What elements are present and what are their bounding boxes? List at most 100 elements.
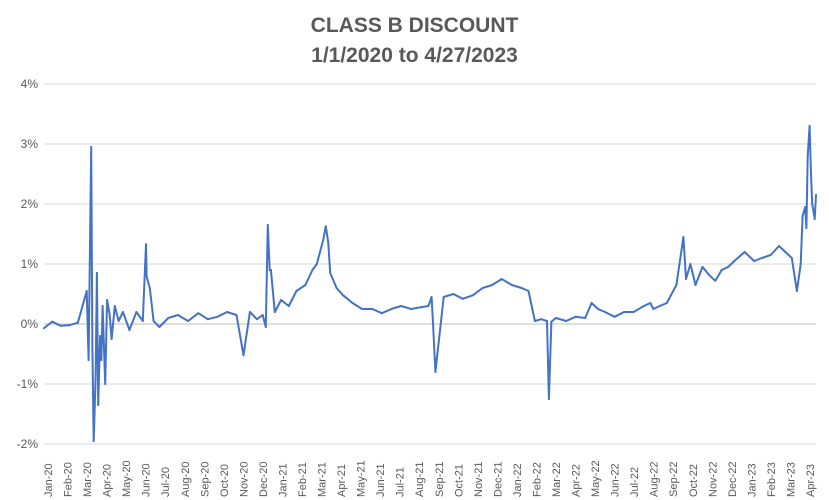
x-tick-label: Aug-21 bbox=[414, 462, 426, 497]
x-tick-label: Nov-21 bbox=[473, 462, 485, 497]
data-point bbox=[546, 320, 548, 322]
data-point bbox=[491, 284, 494, 286]
x-tick-label: Mar-21 bbox=[317, 462, 329, 497]
data-point bbox=[176, 314, 179, 316]
data-point bbox=[813, 218, 816, 220]
data-point bbox=[795, 290, 798, 292]
data-point bbox=[806, 155, 809, 157]
data-point bbox=[167, 317, 170, 319]
data-point bbox=[145, 243, 147, 246]
data-point bbox=[778, 245, 780, 247]
data-point bbox=[324, 225, 327, 228]
data-point bbox=[550, 320, 553, 323]
x-tick-label: Dec-21 bbox=[492, 462, 504, 497]
y-tick-label: 0% bbox=[21, 317, 39, 331]
x-tick-label: Jul-21 bbox=[395, 467, 407, 497]
data-point bbox=[554, 317, 557, 319]
data-point bbox=[351, 302, 354, 304]
x-tick-label: Jun-21 bbox=[375, 463, 387, 497]
data-point bbox=[261, 314, 264, 316]
x-tick-label: Apr-23 bbox=[805, 464, 817, 497]
data-point bbox=[574, 315, 577, 318]
data-point bbox=[434, 371, 437, 373]
data-point bbox=[335, 287, 338, 289]
data-point bbox=[720, 269, 723, 271]
data-point bbox=[727, 266, 729, 268]
data-point bbox=[784, 251, 787, 253]
data-point bbox=[187, 320, 190, 322]
y-tick-label: 4% bbox=[21, 77, 39, 91]
x-tick-label: Sep-20 bbox=[199, 462, 211, 497]
data-point bbox=[51, 320, 54, 323]
data-point bbox=[108, 314, 111, 316]
data-point bbox=[216, 315, 219, 318]
data-point bbox=[632, 311, 635, 313]
data-point bbox=[90, 146, 93, 148]
data-point bbox=[584, 317, 587, 319]
x-tick-label: Dec-20 bbox=[258, 462, 270, 497]
data-point bbox=[642, 305, 645, 307]
data-point bbox=[694, 284, 697, 286]
data-point bbox=[141, 320, 144, 322]
x-tick-label: Oct-22 bbox=[688, 464, 700, 497]
data-point bbox=[158, 326, 161, 328]
x-tick-label: Feb-20 bbox=[63, 462, 75, 497]
data-point bbox=[67, 324, 70, 327]
data-point bbox=[311, 269, 314, 271]
data-point bbox=[83, 299, 86, 301]
data-point bbox=[287, 305, 290, 307]
x-tick-label: Apr-22 bbox=[571, 464, 583, 497]
data-point bbox=[565, 320, 568, 322]
data-point bbox=[790, 257, 793, 259]
data-point bbox=[85, 290, 88, 292]
x-tick-label: Sep-22 bbox=[668, 462, 680, 497]
x-tick-label: Jul-22 bbox=[629, 467, 641, 497]
data-point bbox=[431, 320, 434, 322]
data-point bbox=[623, 311, 626, 313]
data-point bbox=[815, 194, 817, 196]
data-point bbox=[146, 278, 149, 280]
data-point bbox=[613, 315, 616, 318]
x-tick-label: Feb-22 bbox=[531, 462, 543, 497]
data-point bbox=[649, 302, 652, 304]
data-point bbox=[658, 305, 661, 307]
y-tick-label: -1% bbox=[17, 377, 39, 391]
data-point bbox=[811, 203, 814, 205]
data-point bbox=[510, 284, 513, 286]
data-point bbox=[197, 312, 200, 315]
data-point bbox=[805, 227, 808, 229]
data-point bbox=[122, 311, 124, 313]
data-point bbox=[410, 308, 413, 310]
x-tick-label: Jan-22 bbox=[512, 463, 524, 497]
data-point bbox=[400, 305, 402, 307]
data-point bbox=[95, 272, 98, 274]
x-tick-label: Jan-20 bbox=[43, 463, 55, 497]
data-point bbox=[92, 440, 95, 442]
data-point bbox=[682, 236, 685, 238]
data-point bbox=[685, 278, 687, 280]
data-point bbox=[804, 206, 807, 208]
chart-title: CLASS B DISCOUNT bbox=[310, 14, 519, 37]
data-point bbox=[280, 299, 283, 301]
data-point bbox=[760, 257, 763, 259]
data-point bbox=[101, 305, 104, 307]
data-point bbox=[361, 308, 364, 310]
data-point bbox=[500, 278, 503, 280]
data-point bbox=[665, 302, 668, 304]
x-tick-label: Apr-21 bbox=[336, 464, 348, 497]
data-point bbox=[117, 320, 120, 322]
data-point bbox=[242, 354, 245, 357]
data-point bbox=[380, 312, 383, 315]
data-point bbox=[419, 306, 422, 309]
data-point bbox=[128, 329, 131, 331]
y-axis-labels: -2% -1% 0% 1% 2% 3% 4% bbox=[17, 77, 39, 451]
x-axis-labels: Jan-20 Feb-20 Mar-20 Apr-20 May-20 Jun-20 Jul-… bbox=[43, 460, 817, 497]
data-point bbox=[99, 335, 102, 337]
data-point bbox=[235, 314, 238, 316]
data-point bbox=[273, 311, 276, 313]
x-tick-label: Dec-22 bbox=[727, 462, 739, 497]
data-point bbox=[135, 311, 138, 313]
data-point bbox=[801, 215, 804, 217]
data-point bbox=[206, 318, 209, 321]
